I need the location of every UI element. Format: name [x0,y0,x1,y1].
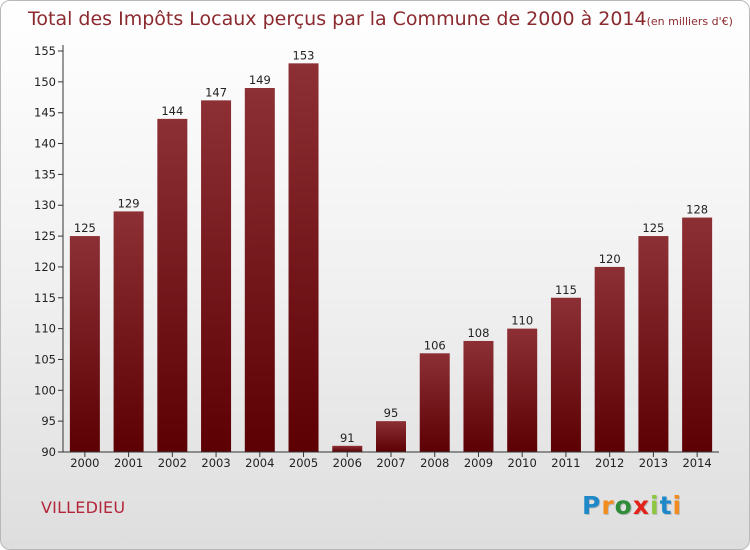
data-label: 147 [205,85,227,99]
data-label: 108 [467,326,489,340]
y-tick-label: 115 [34,291,56,305]
x-tick-label: 2004 [245,456,274,470]
data-label: 128 [686,203,708,217]
data-label: 106 [424,338,446,352]
y-tick-label: 145 [34,106,56,120]
x-tick-label: 2005 [289,456,318,470]
data-label: 125 [74,221,96,235]
y-tick-label: 90 [41,445,56,459]
bar-2012 [594,266,625,452]
data-label: 149 [249,73,271,87]
bar-2008 [419,353,450,452]
chart-title: Total des Impôts Locaux perçus par la Co… [28,7,733,34]
x-tick-label: 2001 [114,456,143,470]
bar-2001 [113,211,144,452]
data-label: 120 [599,252,621,266]
bar-2010 [507,328,538,452]
y-tick-label: 105 [34,352,56,366]
logo-letter: i [650,491,660,520]
proxiti-logo: Proxiti [582,491,682,520]
y-tick-label: 140 [34,137,56,151]
y-tick-label: 95 [41,414,56,428]
logo-letter: o [614,491,633,520]
plot-area: 90 95 100 105 110 115 120 125 130 135 140 145 150 155… [34,44,719,470]
bar-2003 [201,100,232,452]
commune-name: VILLEDIEU [41,498,126,517]
bar-2006 [332,445,363,452]
data-label: 153 [293,48,315,62]
data-label: 95 [384,406,399,420]
y-tick-label: 135 [34,167,56,181]
x-tick-label: 2011 [551,456,580,470]
x-tick-label: 2013 [639,456,668,470]
logo-letter: P [582,491,602,520]
y-tick-label: 110 [34,322,56,336]
y-tick-label: 155 [34,44,56,58]
x-tick-label: 2008 [420,456,449,470]
logo-letter: x [632,491,650,520]
x-tick-label: 2009 [464,456,493,470]
y-tick-label: 130 [34,198,56,212]
chart-subtitle: (en milliers d'€) [646,15,733,28]
bar-2007 [376,421,406,452]
data-label: 129 [118,196,140,210]
bar-2011 [550,297,581,452]
x-tick-label: 2002 [158,456,187,470]
chart-title-text: Total des Impôts Locaux perçus par la Co… [28,8,647,30]
data-label: 144 [161,104,183,118]
y-tick-label: 125 [34,229,56,243]
bar-2009 [463,340,494,452]
x-tick-label: 2007 [376,456,405,470]
y-tick-label: 100 [34,383,56,397]
bar-2004 [244,88,275,452]
data-label: 110 [511,314,533,328]
bar-2005 [288,63,319,452]
x-tick-label: 2003 [201,456,230,470]
x-tick-label: 2014 [682,456,711,470]
data-label: 115 [555,283,577,297]
x-tick-label: 2006 [333,456,362,470]
bar-2013 [638,236,669,452]
x-tick-label: 2010 [508,456,537,470]
x-tick-label: 2000 [70,456,99,470]
logo-letter: t [659,491,673,520]
logo-letter: i [672,491,683,520]
y-tick-label: 150 [34,75,56,89]
data-label: 125 [642,221,664,235]
data-label: 91 [340,431,355,445]
bar-2014 [682,217,713,452]
bar-2000 [69,236,100,452]
y-tick-label: 120 [34,260,56,274]
bar-2002 [157,118,188,452]
x-tick-label: 2012 [595,456,624,470]
logo-letter: r [601,491,615,520]
